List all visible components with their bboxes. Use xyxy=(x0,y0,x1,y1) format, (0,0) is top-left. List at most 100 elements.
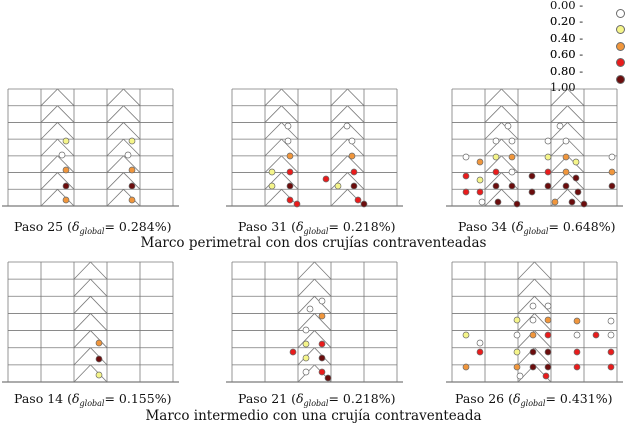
brace xyxy=(73,364,91,383)
brace xyxy=(40,172,58,190)
brace xyxy=(297,313,315,331)
damage-dot xyxy=(568,198,576,206)
brace xyxy=(123,138,141,157)
damage-dot xyxy=(573,363,581,371)
damage-dot xyxy=(360,200,368,208)
damage-dot xyxy=(492,137,500,145)
damage-dot xyxy=(492,182,500,190)
brace xyxy=(73,261,91,280)
brace xyxy=(534,278,552,297)
damage-dot xyxy=(562,182,570,190)
damage-dot xyxy=(128,166,136,174)
brace xyxy=(106,88,124,106)
brace xyxy=(501,88,519,106)
brace xyxy=(501,138,519,157)
damage-dot xyxy=(95,371,103,379)
brace xyxy=(484,122,502,140)
damage-dot xyxy=(608,153,616,161)
damage-dot xyxy=(562,168,570,176)
legend-item: 0.40 - 0.60 xyxy=(550,31,625,61)
damage-dot xyxy=(528,172,536,180)
brace xyxy=(57,138,75,157)
damage-dot xyxy=(562,153,570,161)
brace xyxy=(281,105,299,123)
damage-dot xyxy=(462,172,470,180)
brace xyxy=(264,138,282,157)
brace xyxy=(297,278,315,297)
damage-dot xyxy=(289,348,297,356)
brace xyxy=(40,105,58,123)
damage-dot xyxy=(128,196,136,204)
brace xyxy=(550,122,568,140)
damage-dot xyxy=(607,331,615,339)
brace xyxy=(73,313,91,331)
brace xyxy=(347,88,365,106)
damage-dot xyxy=(592,331,600,339)
brace xyxy=(90,313,108,331)
brace xyxy=(123,122,141,140)
damage-dot xyxy=(492,168,500,176)
brace xyxy=(281,172,299,190)
brace xyxy=(484,88,502,106)
brace xyxy=(123,172,141,190)
damage-dot xyxy=(529,316,537,324)
brace xyxy=(330,189,348,207)
brace xyxy=(281,138,299,157)
panel-label-5: Paso 21 (δglobal= 0.218%) xyxy=(238,391,396,408)
damage-dot xyxy=(504,122,512,130)
brace xyxy=(264,155,282,173)
damage-dot xyxy=(551,198,559,206)
damage-dot xyxy=(318,297,326,305)
damage-dot xyxy=(62,182,70,190)
brace xyxy=(57,172,75,190)
legend-swatch xyxy=(616,58,625,68)
damage-dot xyxy=(607,317,615,325)
damage-dot xyxy=(508,182,516,190)
damage-dot xyxy=(284,122,292,130)
brace xyxy=(281,122,299,140)
damage-dot xyxy=(476,188,484,196)
legend-swatch xyxy=(616,8,625,18)
brace xyxy=(550,105,568,123)
damage-dot xyxy=(324,374,332,382)
brace xyxy=(484,189,502,207)
legend-item: 0.20 - 0.40 xyxy=(550,14,625,45)
brace xyxy=(106,172,124,190)
brace xyxy=(330,88,348,106)
brace xyxy=(57,105,75,123)
brace xyxy=(123,105,141,123)
brace xyxy=(90,296,108,314)
legend-swatch xyxy=(616,74,625,84)
brace xyxy=(330,155,348,173)
brace xyxy=(314,261,332,280)
brace xyxy=(534,364,552,383)
brace xyxy=(297,330,315,348)
damage-dot xyxy=(462,188,470,196)
damage-dot xyxy=(350,182,358,190)
damage-dot xyxy=(513,348,521,356)
damage-dot xyxy=(302,326,310,334)
panel-label-3: Paso 34 (δglobal= 0.648%) xyxy=(458,219,616,236)
brace xyxy=(314,330,332,348)
brace xyxy=(517,261,535,280)
damage-dot xyxy=(462,363,470,371)
damage-dot xyxy=(95,339,103,347)
brace xyxy=(264,122,282,140)
damage-dot xyxy=(608,168,616,176)
damage-dot xyxy=(508,168,516,176)
damage-dot xyxy=(343,122,351,130)
brace xyxy=(73,347,91,366)
damage-dot xyxy=(544,316,552,324)
brace xyxy=(57,155,75,173)
damage-dot xyxy=(58,151,66,159)
damage-dot xyxy=(318,354,326,362)
brace xyxy=(534,347,552,366)
damage-dot xyxy=(354,196,362,204)
brace xyxy=(501,105,519,123)
damage-dot xyxy=(286,196,294,204)
damage-dot xyxy=(528,188,536,196)
brace xyxy=(40,155,58,173)
legend-swatch xyxy=(616,25,625,35)
damage-dot xyxy=(529,348,537,356)
brace xyxy=(106,189,124,207)
